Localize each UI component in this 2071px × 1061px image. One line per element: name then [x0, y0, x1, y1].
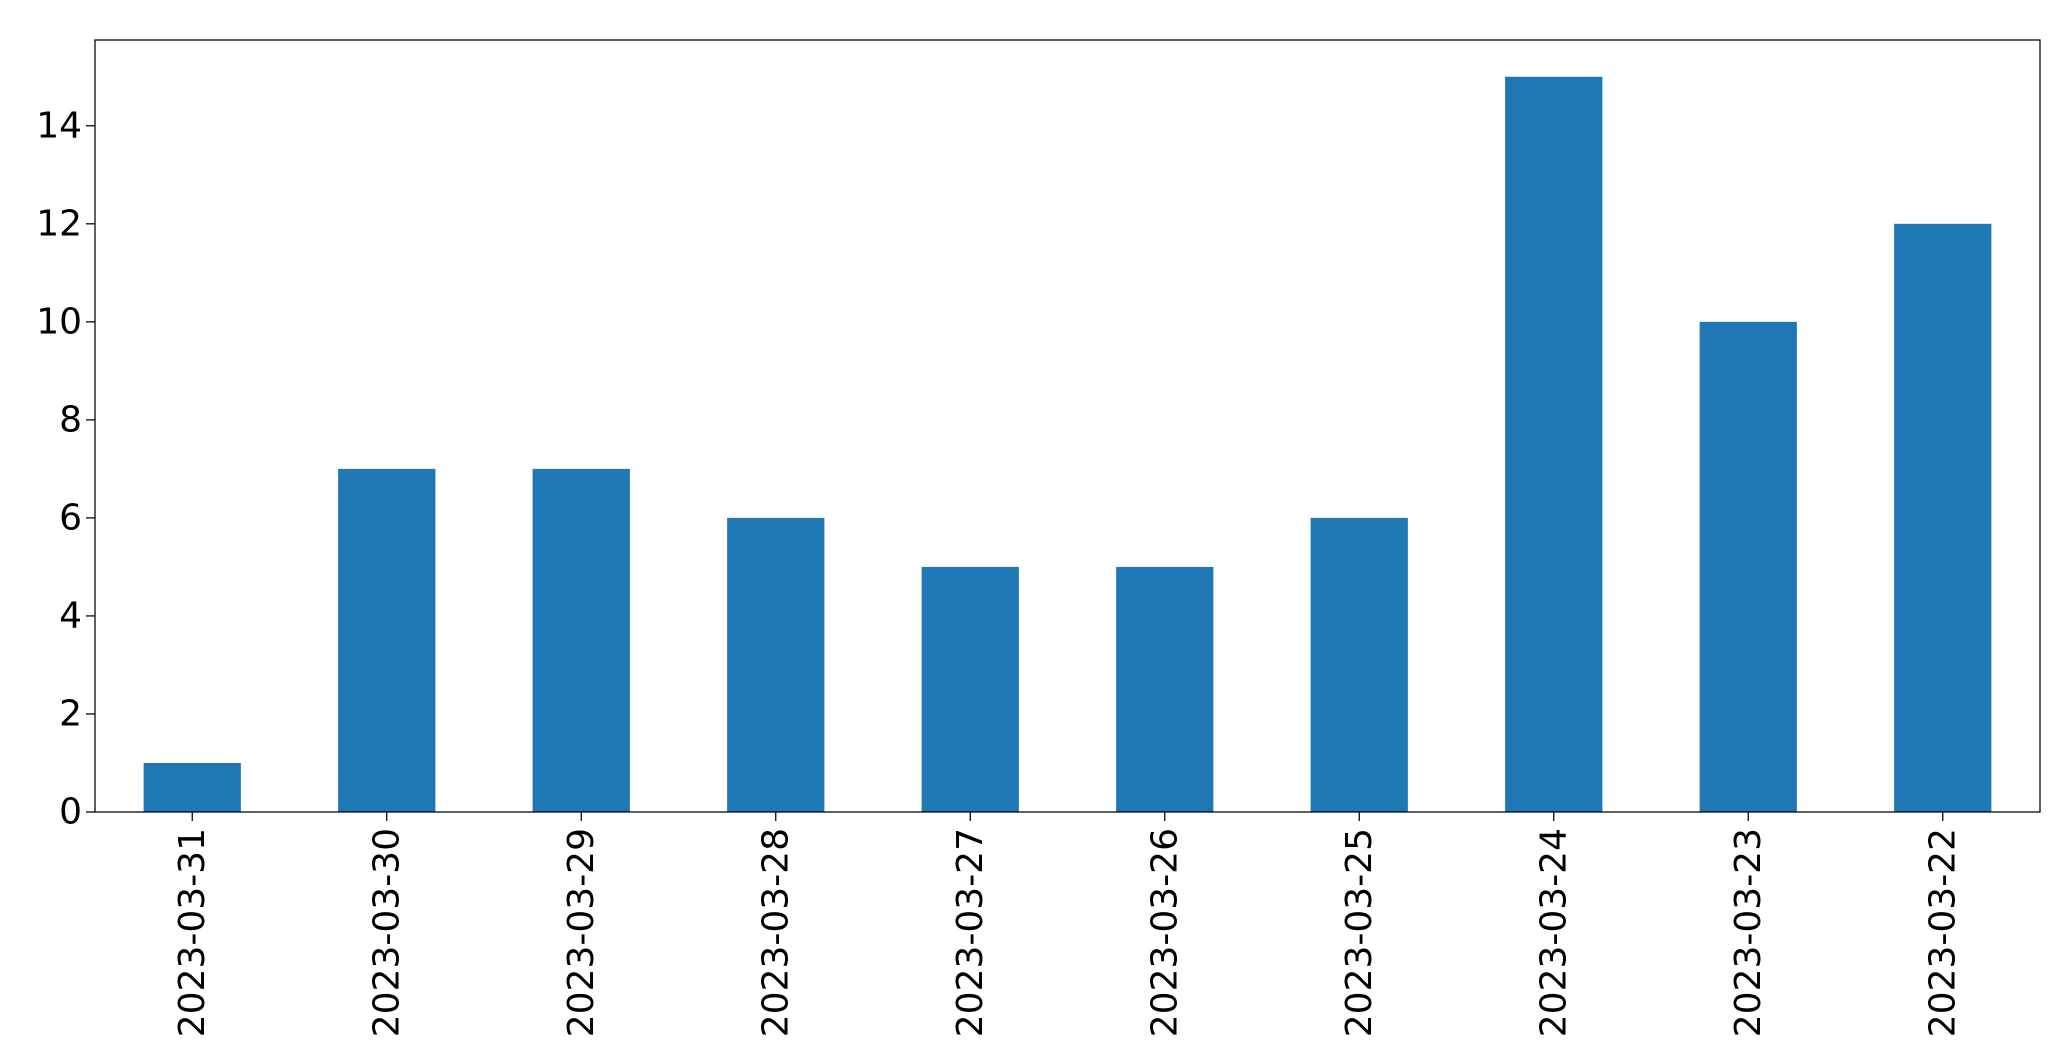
x-tick-label: 2023-03-27 — [950, 828, 991, 1037]
y-axis: 0 2 4 6 8 10 12 14 — [36, 105, 95, 833]
x-tick-label: 2023-03-24 — [1533, 828, 1574, 1037]
bar-2023-03-29 — [532, 468, 630, 812]
bar-2023-03-27 — [921, 566, 1019, 812]
bars-group — [143, 76, 1992, 813]
bar-2023-03-31 — [143, 762, 241, 812]
bar-2023-03-25 — [1310, 517, 1408, 812]
x-tick-label: 2023-03-30 — [366, 828, 407, 1037]
y-tick-label: 14 — [36, 105, 82, 146]
bar-2023-03-24 — [1505, 76, 1603, 812]
bar-2023-03-28 — [727, 517, 825, 812]
x-tick-label: 2023-03-22 — [1922, 828, 1963, 1037]
bar-2023-03-22 — [1894, 223, 1992, 813]
x-tick-label: 2023-03-25 — [1339, 828, 1380, 1037]
y-tick-label: 10 — [36, 301, 82, 342]
y-tick-label: 6 — [59, 497, 82, 538]
y-tick-label: 8 — [59, 399, 82, 440]
plot-frame — [94, 39, 2041, 813]
x-tick-label: 2023-03-26 — [1144, 828, 1185, 1037]
x-tick-label: 2023-03-29 — [561, 828, 602, 1037]
bar-2023-03-23 — [1699, 321, 1797, 812]
y-tick-label: 12 — [36, 203, 82, 244]
x-tick-label: 2023-03-31 — [172, 828, 213, 1037]
bar-2023-03-26 — [1116, 566, 1214, 812]
bar-2023-03-30 — [338, 468, 436, 812]
x-axis: 2023-03-31 2023-03-30 2023-03-29 2023-03-28… — [172, 812, 1963, 1037]
y-tick-label: 0 — [59, 792, 82, 833]
x-tick-label: 2023-03-23 — [1728, 828, 1769, 1037]
x-tick-label: 2023-03-28 — [755, 828, 796, 1037]
y-tick-label: 4 — [59, 595, 82, 636]
y-tick-label: 2 — [59, 693, 82, 734]
